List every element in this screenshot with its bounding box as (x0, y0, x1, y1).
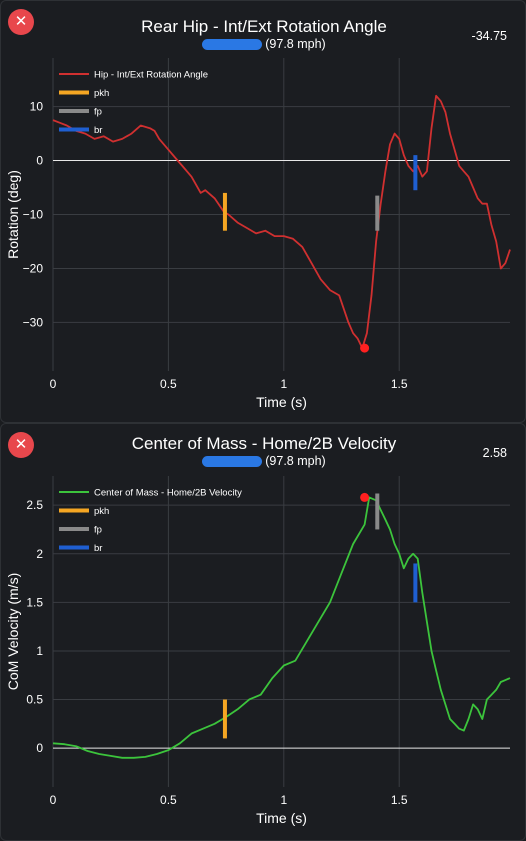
redacted-name (202, 39, 263, 51)
chart-2-subtitle: (97.8 mph) (1, 454, 526, 468)
chart-2-title: Center of Mass - Home/2B Velocity (131, 434, 397, 453)
velocity-chart[interactable]: 0 0.5 1 1.5 0 0.5 1 1.5 2 2.5 Time (s) CoM Velocity… (1, 424, 526, 840)
close-chart-1-button[interactable]: ✕ (8, 9, 34, 35)
chart-2-y-tick-label: 2 (36, 547, 43, 561)
chart-1-legend-label: pkh (94, 88, 109, 99)
chart-1-series-line (52, 94, 511, 350)
chart-2-y-tick-label: 1 (36, 644, 43, 658)
chart-1-title: Rear Hip - Int/Ext Rotation Angle (141, 17, 387, 36)
chart-2-y-axis-label: CoM Velocity (m/s) (5, 573, 21, 690)
chart-2-y-tick-label: 0 (36, 741, 43, 755)
chart-1-legend-label: fp (94, 107, 102, 118)
chart-2-x-tick-label: 1.5 (391, 793, 408, 807)
velocity-chart-panel: ✕ Center of Mass - Home/2B Velocity (97.… (0, 423, 526, 841)
chart-2-x-tick-label: 0.5 (160, 793, 177, 807)
chart-2-x-axis-label: Time (s) (256, 810, 307, 826)
chart-1-x-tick-label: 0.5 (160, 377, 177, 391)
chart-2-legend-label: pkh (94, 506, 109, 517)
rotation-chart[interactable]: 0 0.5 1 1.5 −30 −20 −10 0 10 Time (s) Rotation (de… (1, 1, 526, 422)
chart-1-x-axis-label: Time (s) (256, 394, 307, 410)
chart-1-legend-label: br (94, 125, 102, 136)
chart-1-y-tick-label: −20 (23, 261, 44, 275)
chart-2-legend-label: br (94, 543, 102, 554)
chart-1-x-tick-label: 0 (50, 377, 57, 391)
chart-1-legend-label: Hip - Int/Ext Rotation Angle (94, 70, 208, 81)
chart-1-y-tick-label: −10 (23, 208, 44, 222)
chart-1-current-value: -34.75 (471, 29, 507, 43)
chart-2-legend-label: fp (94, 525, 102, 536)
redacted-name (202, 456, 263, 468)
chart-2-current-value: 2.58 (482, 446, 507, 460)
chart-2-y-tick-label: 2.5 (26, 498, 43, 512)
chart-2-y-tick-label: 0.5 (26, 693, 43, 707)
chart-1-y-tick-label: 10 (30, 100, 44, 114)
chart-2-peak-marker (360, 492, 370, 502)
chart-1-x-tick-label: 1.5 (391, 377, 408, 391)
chart-2-series-line (52, 496, 511, 759)
chart-2-y-tick-label: 1.5 (26, 595, 43, 609)
chart-1-peak-marker (360, 343, 370, 353)
chart-2-speed: (97.8 mph) (265, 454, 326, 468)
chart-1-x-tick-label: 1 (280, 377, 287, 391)
rotation-chart-panel: ✕ Rear Hip - Int/Ext Rotation Angle (97.… (0, 0, 526, 423)
chart-2-x-tick-label: 0 (50, 793, 57, 807)
close-chart-2-button[interactable]: ✕ (8, 432, 34, 458)
chart-1-y-tick-label: 0 (36, 154, 43, 168)
chart-1-subtitle: (97.8 mph) (1, 37, 526, 51)
chart-1-y-axis-label: Rotation (deg) (5, 170, 21, 259)
chart-2-legend-label: Center of Mass - Home/2B Velocity (94, 488, 242, 499)
chart-1-speed: (97.8 mph) (265, 37, 326, 51)
chart-2-x-tick-label: 1 (280, 793, 287, 807)
chart-1-y-tick-label: −30 (23, 315, 44, 329)
